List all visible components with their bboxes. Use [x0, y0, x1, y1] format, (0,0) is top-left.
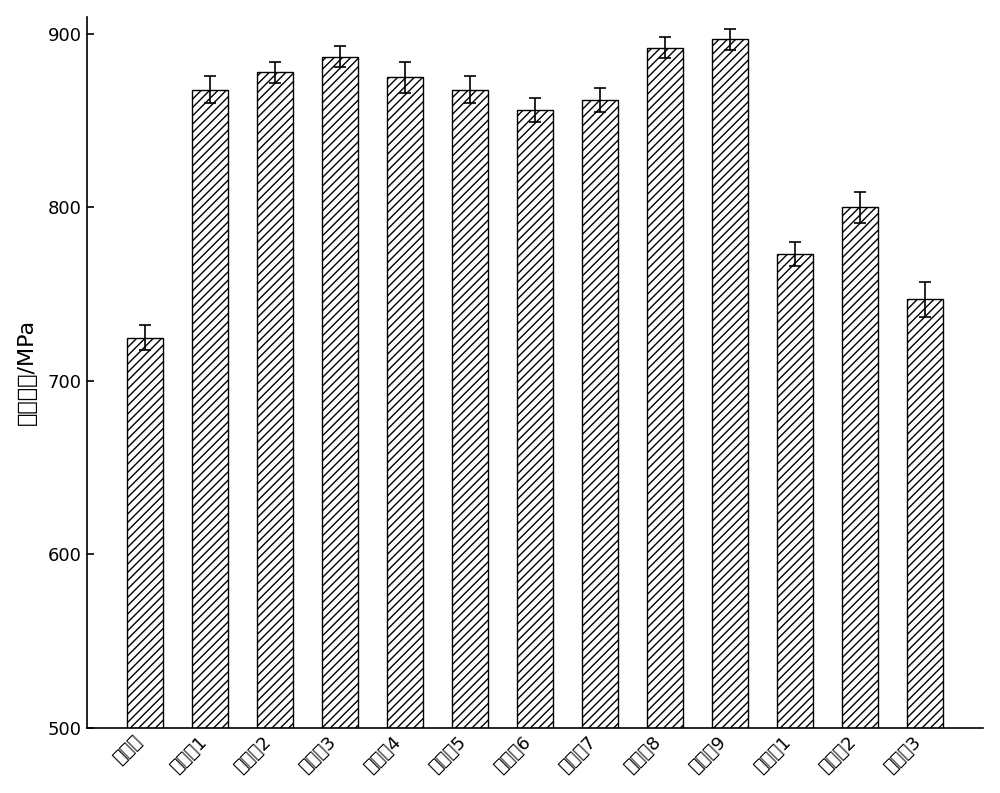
Bar	[647, 48, 683, 793]
Bar	[387, 78, 423, 793]
Y-axis label: 抗弯强度/MPa: 抗弯强度/MPa	[17, 319, 37, 425]
Bar	[257, 72, 293, 793]
Bar	[192, 90, 228, 793]
Bar	[582, 100, 618, 793]
Bar	[127, 338, 163, 793]
Bar	[322, 56, 358, 793]
Bar	[907, 300, 943, 793]
Bar	[517, 110, 553, 793]
Bar	[842, 208, 878, 793]
Bar	[452, 90, 488, 793]
Bar	[712, 39, 748, 793]
Bar	[777, 255, 813, 793]
